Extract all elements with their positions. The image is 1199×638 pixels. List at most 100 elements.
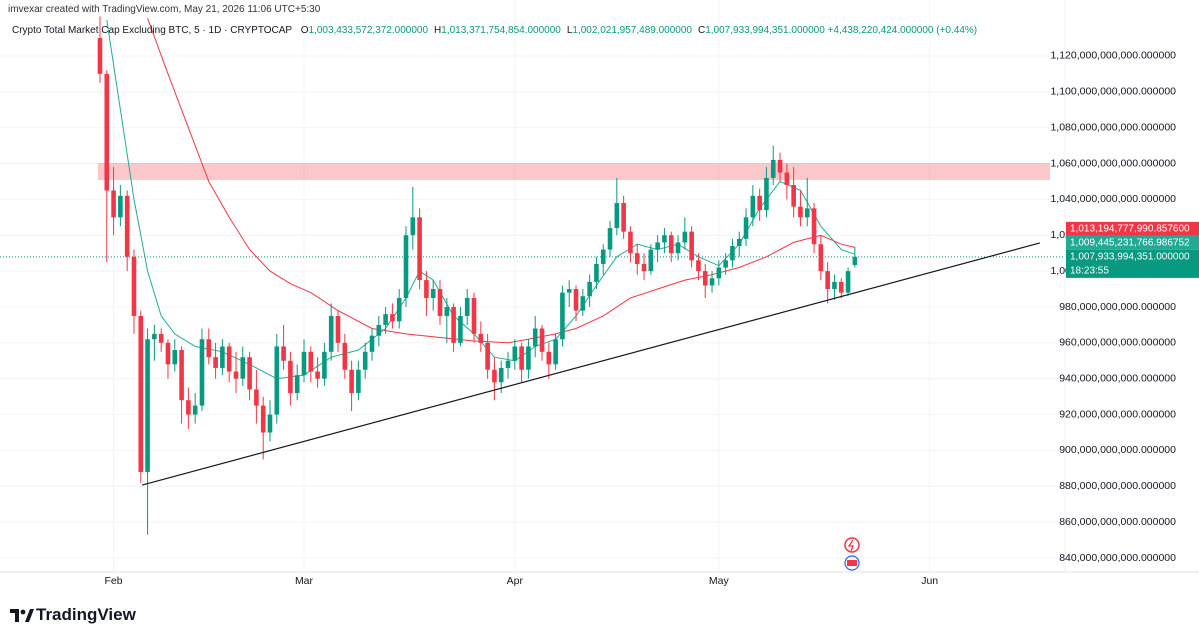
y-tick-label: 900,000,000,000.000000 (1059, 444, 1176, 456)
ohlc-value: 1,002,021,957,489.000000 (572, 25, 692, 36)
candle-body (233, 371, 239, 379)
candle-body (247, 357, 252, 390)
candle-body (220, 346, 225, 368)
candle-body (709, 278, 715, 286)
candle-body (832, 281, 837, 290)
y-tick-label: 920,000,000,000.000000 (1059, 408, 1176, 420)
y-tick-label: 1,060,000,000,000.000000 (1050, 157, 1176, 169)
candle-body (138, 315, 144, 472)
y-tick-label: 980,000,000,000.000000 (1059, 301, 1176, 313)
candle-body (852, 256, 858, 265)
candle-body (464, 298, 470, 316)
candle-body (641, 263, 647, 272)
candle-body (628, 231, 633, 254)
candle-body (240, 357, 246, 379)
y-tick-label: 960,000,000,000.000000 (1059, 337, 1176, 349)
candle-body (179, 350, 184, 401)
candle-body (777, 159, 783, 173)
candle-body (308, 351, 314, 372)
logo-shape (10, 609, 19, 622)
y-tick-label: 880,000,000,000.000000 (1059, 480, 1176, 492)
candle-body (764, 177, 769, 211)
candle-body (675, 242, 681, 254)
candle-body (362, 351, 368, 370)
candle-body (532, 328, 538, 347)
candle-body (505, 360, 511, 368)
event-icon-glyph (847, 539, 854, 552)
candle-body (553, 339, 558, 365)
candle-body (322, 351, 327, 379)
candle-body (430, 289, 436, 299)
candle-body (424, 280, 429, 299)
candle-body (369, 335, 375, 352)
x-tick-label: Mar (295, 575, 314, 587)
candle-body (485, 342, 490, 370)
candle-body (546, 351, 552, 365)
x-tick-label: Feb (105, 575, 123, 587)
candle-body (213, 357, 218, 368)
candle-body (614, 202, 620, 229)
y-tick-label: 940,000,000,000.000000 (1059, 372, 1176, 384)
candle-body (349, 369, 354, 394)
y-tick-label: 1,040,000,000,000.000000 (1050, 193, 1176, 205)
ohlc-key: C (697, 25, 706, 36)
candle-body (437, 289, 443, 316)
candle-body (621, 202, 626, 232)
candle-body (335, 315, 341, 343)
candle-body (199, 339, 205, 406)
candle-body (696, 260, 701, 272)
candle-body (281, 346, 286, 361)
chart-icons (844, 537, 860, 571)
candle-body (315, 371, 320, 379)
price-label: 1,013,194,777,990.857600 (1070, 224, 1190, 235)
x-tick-label: Jun (921, 575, 938, 587)
candle-body (539, 328, 545, 352)
candle-body (410, 217, 416, 236)
candle-body (743, 217, 749, 239)
candle-body (560, 292, 565, 340)
candle-body (770, 159, 776, 178)
candle-body (594, 263, 599, 282)
price-label-box (1066, 221, 1199, 236)
candle-body (342, 342, 348, 370)
candle-body (662, 235, 667, 243)
candle-body (689, 231, 694, 261)
credit: imvexar created with TradingView.com, Ma… (8, 4, 321, 15)
candle-body (260, 405, 266, 433)
candle-body (519, 346, 524, 370)
candle-body (668, 235, 674, 254)
plot (0, 16, 1065, 535)
candle-body (328, 315, 334, 352)
flag-icon-glyph (847, 560, 857, 566)
candle-body (267, 414, 273, 433)
candle-body (784, 172, 790, 186)
candle-body (573, 289, 579, 311)
ohlc: O1,003,433,572,372.000000 H1,013,371,754,… (295, 25, 825, 36)
candle-body (492, 369, 497, 383)
legend: Crypto Total Market Cap Excluding BTC, 5… (12, 25, 977, 36)
candle-body (600, 249, 606, 264)
resistance-zone (97, 162, 1051, 181)
candle-body (294, 375, 300, 394)
candle-body (288, 360, 293, 394)
candle-body (383, 314, 388, 325)
event-icon[interactable] (844, 537, 860, 553)
candle-body (512, 346, 518, 361)
candle-body (716, 267, 722, 279)
candle-body (736, 238, 742, 247)
y-tick-label: 1,080,000,000,000.000000 (1050, 121, 1176, 133)
candle-body (845, 271, 851, 293)
candle-body (254, 389, 259, 406)
candle-body (648, 249, 654, 272)
candle-body (158, 333, 164, 343)
ohlc-key: O (300, 25, 309, 36)
brand-name: TradingView (36, 605, 136, 624)
price-label-box (1066, 235, 1199, 250)
candle-body (172, 350, 178, 365)
brand: TradingView (10, 605, 136, 625)
candle-body (444, 306, 450, 316)
candle-body (403, 235, 409, 299)
candle-body (376, 324, 382, 336)
